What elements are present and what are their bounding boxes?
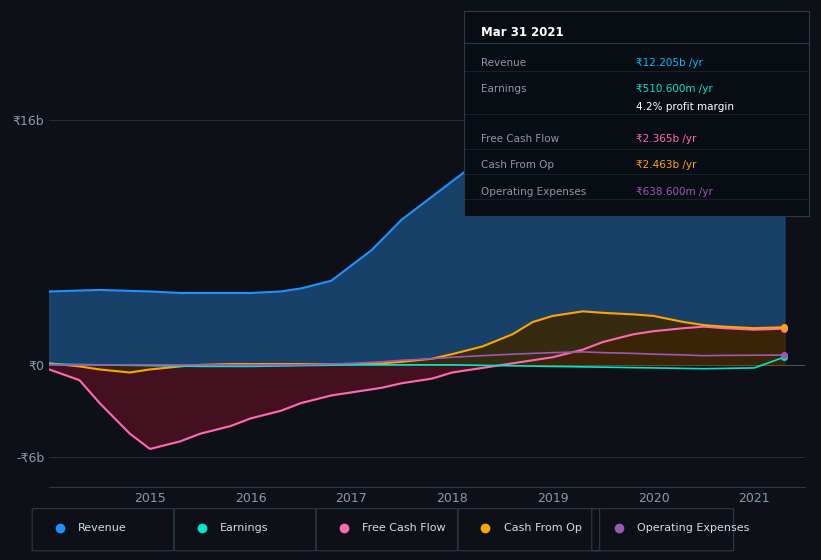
Text: Cash From Op: Cash From Op: [503, 523, 581, 533]
Text: ₹510.600m /yr: ₹510.600m /yr: [636, 84, 713, 94]
Text: ₹638.600m /yr: ₹638.600m /yr: [636, 187, 713, 197]
Text: Free Cash Flow: Free Cash Flow: [361, 523, 445, 533]
Text: Revenue: Revenue: [78, 523, 126, 533]
Text: ₹12.205b /yr: ₹12.205b /yr: [636, 58, 703, 68]
Text: 4.2% profit margin: 4.2% profit margin: [636, 102, 734, 112]
Text: Cash From Op: Cash From Op: [481, 160, 554, 170]
Text: Free Cash Flow: Free Cash Flow: [481, 134, 559, 144]
Text: Mar 31 2021: Mar 31 2021: [481, 26, 564, 39]
Text: ₹2.365b /yr: ₹2.365b /yr: [636, 134, 697, 144]
Text: Earnings: Earnings: [481, 84, 526, 94]
Text: Operating Expenses: Operating Expenses: [637, 523, 750, 533]
Text: Earnings: Earnings: [220, 523, 268, 533]
Text: Revenue: Revenue: [481, 58, 526, 68]
Text: Operating Expenses: Operating Expenses: [481, 187, 586, 197]
Text: ₹2.463b /yr: ₹2.463b /yr: [636, 160, 697, 170]
